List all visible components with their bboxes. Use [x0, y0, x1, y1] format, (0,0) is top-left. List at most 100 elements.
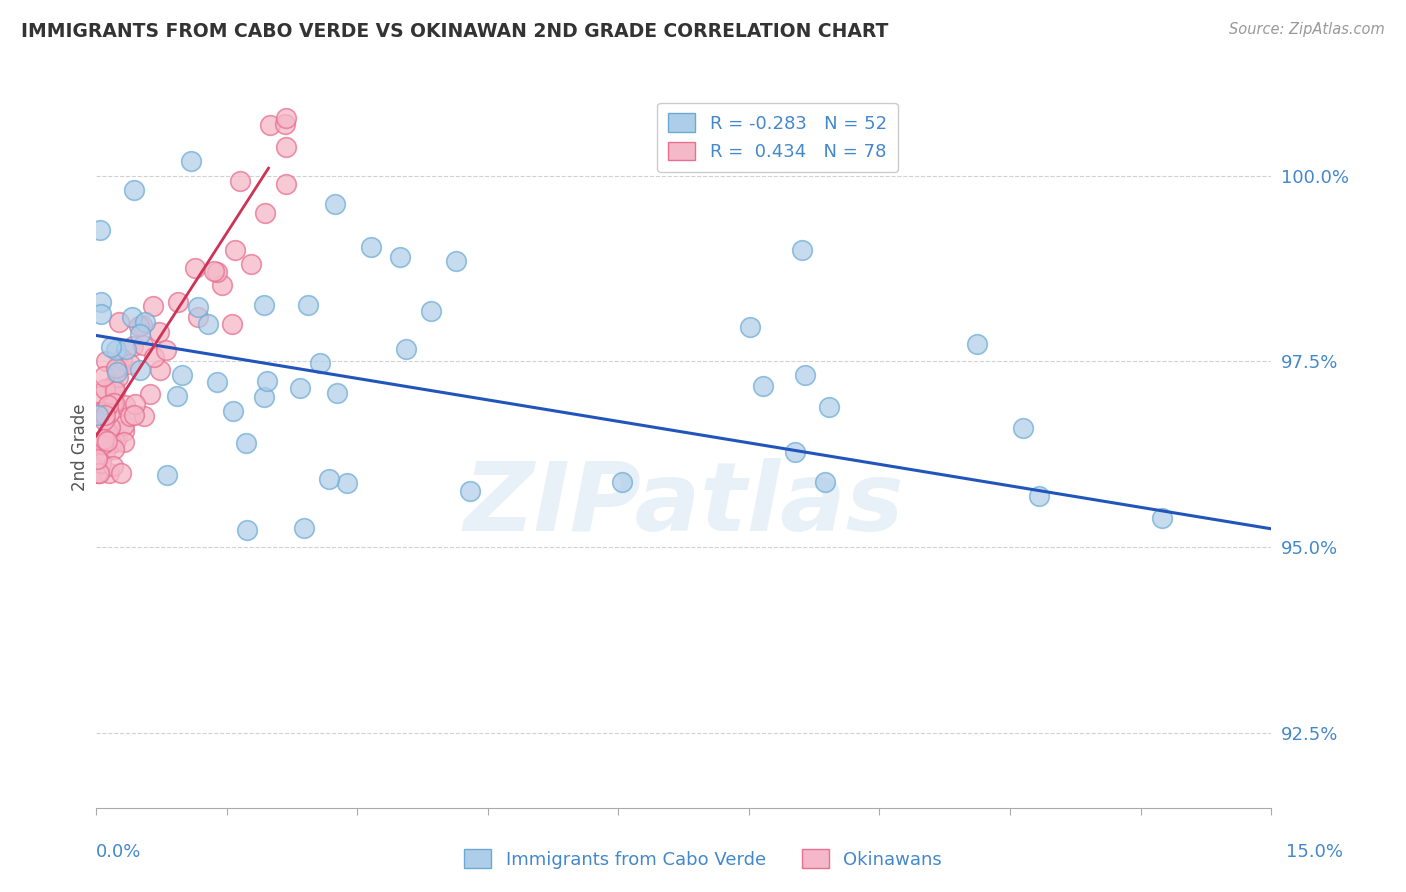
Point: [91, 437, 114, 451]
Point: [166, 388, 188, 402]
Point: [143, 350, 166, 364]
Point: [239, 257, 262, 271]
Point: [89, 465, 111, 479]
Point: [229, 174, 252, 188]
Point: [336, 476, 359, 491]
Point: [112, 424, 135, 438]
Point: [274, 117, 297, 131]
Point: [128, 363, 150, 377]
Point: [98, 406, 121, 420]
Point: [91, 405, 114, 419]
Point: [253, 298, 276, 312]
Point: [1028, 489, 1050, 503]
Point: [118, 357, 141, 371]
Point: [87, 389, 110, 403]
Point: [148, 325, 170, 339]
Point: [187, 310, 209, 324]
Point: [90, 307, 112, 321]
Point: [211, 278, 233, 293]
Point: [105, 431, 128, 445]
Point: [360, 239, 382, 253]
Point: [149, 363, 172, 377]
Point: [785, 444, 807, 458]
Point: [318, 472, 340, 486]
Text: 0.0%: 0.0%: [96, 843, 141, 861]
Point: [115, 342, 138, 356]
Point: [1152, 510, 1174, 524]
Point: [93, 368, 115, 383]
Point: [124, 397, 146, 411]
Point: [814, 475, 837, 489]
Point: [108, 315, 131, 329]
Point: [100, 419, 122, 434]
Point: [110, 466, 132, 480]
Point: [444, 254, 467, 268]
Point: [256, 374, 278, 388]
Point: [323, 197, 346, 211]
Point: [254, 205, 277, 219]
Point: [103, 395, 125, 409]
Point: [97, 398, 120, 412]
Point: [103, 442, 125, 457]
Point: [818, 400, 841, 414]
Point: [142, 299, 165, 313]
Point: [87, 466, 110, 480]
Point: [419, 303, 441, 318]
Point: [93, 433, 115, 447]
Point: [752, 378, 775, 392]
Point: [134, 315, 156, 329]
Point: [96, 431, 118, 445]
Point: [86, 452, 108, 467]
Text: ZIPatlas: ZIPatlas: [464, 458, 904, 551]
Point: [87, 408, 110, 422]
Point: [94, 408, 117, 422]
Point: [276, 140, 298, 154]
Point: [128, 326, 150, 341]
Point: [112, 418, 135, 433]
Point: [167, 295, 190, 310]
Point: [292, 521, 315, 535]
Point: [134, 409, 156, 424]
Text: Source: ZipAtlas.com: Source: ZipAtlas.com: [1229, 22, 1385, 37]
Point: [395, 343, 418, 357]
Point: [107, 369, 129, 384]
Point: [259, 119, 281, 133]
Point: [100, 340, 122, 354]
Point: [100, 435, 122, 450]
Point: [180, 153, 202, 168]
Point: [308, 355, 330, 369]
Point: [128, 318, 150, 333]
Point: [104, 343, 127, 358]
Point: [101, 458, 124, 473]
Point: [202, 264, 225, 278]
Y-axis label: 2nd Grade: 2nd Grade: [72, 403, 89, 491]
Point: [86, 405, 108, 419]
Point: [172, 368, 194, 382]
Point: [236, 524, 259, 538]
Point: [132, 338, 155, 352]
Point: [197, 317, 219, 331]
Point: [89, 466, 111, 480]
Point: [90, 456, 112, 470]
Point: [458, 483, 481, 498]
Legend: Immigrants from Cabo Verde, Okinawans: Immigrants from Cabo Verde, Okinawans: [457, 842, 949, 876]
Point: [86, 466, 108, 480]
Legend: R = -0.283   N = 52, R =  0.434   N = 78: R = -0.283 N = 52, R = 0.434 N = 78: [658, 103, 898, 172]
Point: [112, 435, 135, 450]
Point: [235, 435, 257, 450]
Point: [790, 243, 813, 257]
Point: [184, 261, 207, 276]
Point: [114, 398, 136, 412]
Point: [297, 298, 319, 312]
Point: [794, 368, 817, 382]
Point: [90, 295, 112, 310]
Point: [100, 395, 122, 409]
Point: [966, 337, 988, 351]
Point: [122, 339, 145, 353]
Point: [610, 475, 633, 489]
Point: [103, 434, 125, 449]
Point: [111, 351, 134, 366]
Point: [253, 390, 276, 404]
Point: [93, 413, 115, 427]
Point: [205, 265, 228, 279]
